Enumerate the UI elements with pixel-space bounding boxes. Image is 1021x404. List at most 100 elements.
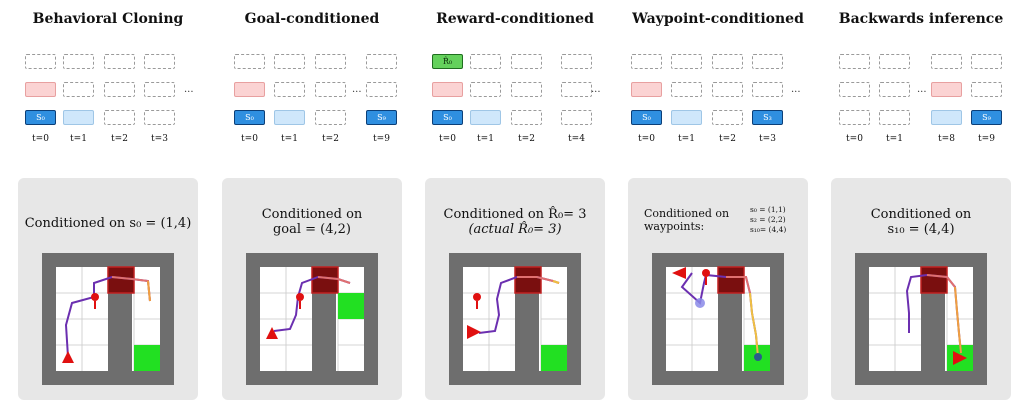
reward-token: R̂₀ <box>432 54 463 69</box>
state-token: S₀ <box>631 110 662 125</box>
ellipsis: ... <box>352 84 362 95</box>
token-slot <box>25 54 56 69</box>
token-slot <box>712 110 743 125</box>
env-card-goal-conditioned: Conditioned on goal = (4,2) <box>222 178 402 400</box>
state-token-predicted <box>671 110 702 125</box>
gridworld-env <box>449 253 581 385</box>
action-token <box>25 82 56 97</box>
caption: Conditioned on <box>261 207 363 222</box>
time-label: t=2 <box>322 134 339 144</box>
time-label: t=0 <box>638 134 655 144</box>
caption: Conditioned on <box>644 207 730 220</box>
time-label: t=0 <box>241 134 258 144</box>
token-slot <box>274 54 305 69</box>
time-label: t=0 <box>846 134 863 144</box>
time-label: t=1 <box>477 134 494 144</box>
state-token: S₀ <box>25 110 56 125</box>
token-slot <box>63 54 94 69</box>
token-slot <box>144 54 175 69</box>
time-label: t=3 <box>151 134 168 144</box>
token-slot <box>144 110 175 125</box>
time-label: t=9 <box>978 134 995 144</box>
agent-icon <box>467 325 481 339</box>
state-token-predicted <box>931 110 962 125</box>
token-slot <box>104 54 135 69</box>
token-slot <box>315 82 346 97</box>
agent-icon <box>672 267 686 279</box>
caption: s₁₀ = (4,4) <box>887 222 955 237</box>
token-slot <box>879 82 910 97</box>
token-slot <box>671 82 702 97</box>
waypoint-label: s₂ = (2,2) <box>750 215 786 224</box>
token-slot <box>671 54 702 69</box>
token-slot <box>971 82 1002 97</box>
token-slot <box>712 82 743 97</box>
agent-icon <box>953 351 967 365</box>
caption: waypoints: <box>644 220 705 233</box>
action-token <box>931 82 962 97</box>
token-slot <box>63 82 94 97</box>
caption: Conditioned on R̂₀= 3 <box>443 207 587 222</box>
token-slot <box>839 82 870 97</box>
gridworld-env <box>42 253 174 385</box>
token-slot <box>752 82 783 97</box>
waypoint-label: s₀ = (1,1) <box>750 205 786 214</box>
gridworld-env <box>246 253 378 385</box>
action-token <box>631 82 662 97</box>
token-slot <box>712 54 743 69</box>
token-slot <box>839 54 870 69</box>
caption: (actual R̂₀= 3) <box>468 222 562 237</box>
caption: Conditioned on <box>870 207 972 222</box>
time-label: t=1 <box>678 134 695 144</box>
token-slot <box>144 82 175 97</box>
agent-icon <box>62 351 74 363</box>
ellipsis: ... <box>791 84 801 95</box>
time-label: t=0 <box>439 134 456 144</box>
panel-title: Backwards inference <box>838 11 1004 27</box>
gridworld-env <box>652 253 784 385</box>
env-card-behavioral-cloning: Conditioned on s₀ = (1,4) <box>18 178 198 400</box>
action-token <box>432 82 463 97</box>
panel-title: Behavioral Cloning <box>32 11 184 27</box>
ellipsis: ... <box>184 84 194 95</box>
final-state-token: S₉ <box>971 110 1002 125</box>
ellipsis: ... <box>917 84 927 95</box>
token-slot <box>234 54 265 69</box>
caption: Conditioned on s₀ = (1,4) <box>24 216 192 231</box>
token-slot <box>631 54 662 69</box>
token-slot <box>752 54 783 69</box>
token-sequence: S₀ S₃ ... t=0 t=1 t=2 t=3 <box>628 50 808 150</box>
token-slot <box>879 54 910 69</box>
time-label: t=2 <box>518 134 535 144</box>
time-label: t=2 <box>719 134 736 144</box>
time-label: t=4 <box>568 134 585 144</box>
token-slot <box>879 110 910 125</box>
time-label: t=2 <box>111 134 128 144</box>
token-slot <box>274 82 305 97</box>
env-card-reward-conditioned: Conditioned on R̂₀= 3 (actual R̂₀= 3) <box>425 178 605 400</box>
action-token <box>234 82 265 97</box>
time-label: t=1 <box>886 134 903 144</box>
token-slot <box>315 54 346 69</box>
time-label: t=1 <box>70 134 87 144</box>
state-token-predicted <box>274 110 305 125</box>
agent-icon <box>266 327 278 339</box>
time-label: t=1 <box>281 134 298 144</box>
gridworld-env <box>855 253 987 385</box>
token-slot <box>839 110 870 125</box>
waypoint-label: s₁₀= (4,4) <box>750 225 787 234</box>
token-slot <box>104 110 135 125</box>
token-slot <box>511 82 542 97</box>
token-sequence: S₀ S₉ ... t=0 t=1 t=2 t=9 <box>222 50 402 150</box>
time-label: t=8 <box>938 134 955 144</box>
token-slot <box>511 54 542 69</box>
token-slot <box>511 110 542 125</box>
panel-title: Goal-conditioned <box>244 11 380 27</box>
state-token-predicted <box>63 110 94 125</box>
state-token: S₀ <box>234 110 265 125</box>
goal-state-token: S₉ <box>366 110 397 125</box>
state-token: S₀ <box>432 110 463 125</box>
token-slot <box>315 110 346 125</box>
token-slot <box>561 110 592 125</box>
token-sequence: R̂₀ S₀ ... t=0 t=1 t=2 t=4 <box>425 50 605 150</box>
